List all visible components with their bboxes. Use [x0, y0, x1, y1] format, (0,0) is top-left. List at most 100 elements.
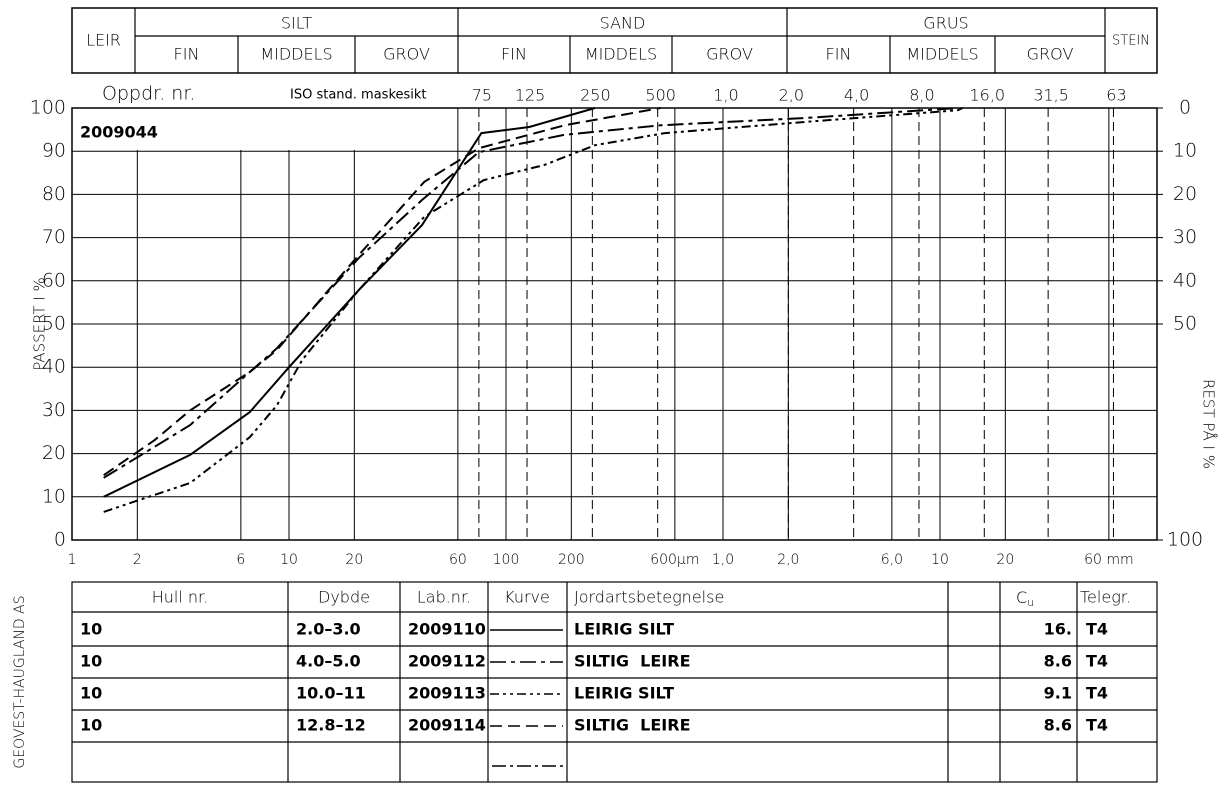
y2-tick-label: 40	[1173, 269, 1197, 291]
telegr-cell: T4	[1086, 716, 1108, 735]
y-tick-label: 30	[42, 399, 66, 421]
fraction-part: GROV	[1027, 45, 1074, 64]
x-tick-label: 600µm	[650, 552, 699, 568]
header-frame	[71, 7, 1158, 74]
fraction-name: STEIN	[1112, 34, 1150, 49]
y-tick-label: 40	[42, 356, 66, 378]
x-tick-label: 6,0	[881, 552, 903, 568]
sieve-tick-label: 63	[1106, 86, 1126, 105]
y-tick-label: 80	[42, 183, 66, 205]
company: GEOVEST-HAUGLAND AS	[12, 595, 28, 768]
x-tick-label: 60 mm	[1084, 552, 1134, 568]
hull-cell: 10	[80, 620, 102, 639]
x-tick-label: 10	[931, 552, 949, 568]
assignment: 2009044	[80, 123, 158, 142]
soil-cell: LEIRIG SILT	[574, 684, 674, 703]
curve	[103, 107, 963, 513]
sieve-tick-label: 250	[580, 86, 611, 105]
plot-frame	[71, 107, 1158, 541]
lab-cell: 2009110	[408, 620, 486, 639]
cu-cell: 8.6	[1044, 716, 1072, 735]
sieve-tick-label: 16,0	[969, 86, 1005, 105]
y2-tick-label: 20	[1173, 183, 1197, 205]
fraction-part: FIN	[174, 45, 200, 64]
cu-cell: 16.	[1044, 620, 1072, 639]
fraction-part: GROV	[706, 45, 753, 64]
column-header: Lab.nr.	[417, 588, 471, 607]
hull-cell: 10	[80, 652, 102, 671]
sieve-tick-label: 2,0	[779, 86, 804, 105]
y2-tick-label: 30	[1173, 226, 1197, 248]
column-header: Kurve	[504, 588, 550, 607]
x-tick-label: 20	[996, 552, 1014, 568]
sieve-tick-label: 4,0	[844, 86, 869, 105]
lab-cell: 2009113	[408, 684, 486, 703]
telegr-cell: T4	[1086, 620, 1108, 639]
x-tick-label: 6	[236, 552, 245, 568]
y2-tick-label: 50	[1173, 313, 1197, 335]
telegr-cell: T4	[1086, 652, 1108, 671]
y2-axis-label: REST PÅ I %	[1200, 379, 1219, 469]
x-tick-label: 60	[449, 552, 467, 568]
fraction-name: SAND	[600, 14, 646, 33]
sieve-label: ISO stand. maskesikt	[290, 88, 427, 103]
fraction-part: MIDDELS	[906, 45, 978, 64]
y-tick-label: 70	[42, 226, 66, 248]
y-tick-label: 50	[42, 313, 66, 335]
assignment-label: Oppdr. nr.	[102, 83, 195, 105]
lab-cell: 2009112	[408, 652, 486, 671]
fraction-part: FIN	[826, 45, 852, 64]
x-tick-label: 1,0	[712, 552, 734, 568]
y-tick-label: 20	[42, 442, 66, 464]
depth-cell: 12.8–12	[296, 716, 366, 735]
x-tick-label: 200	[558, 552, 585, 568]
y2-tick-label: 10	[1173, 140, 1197, 162]
sieve-tick-label: 1,0	[713, 86, 738, 105]
column-header: Jordartsbetegnelse	[574, 588, 724, 607]
sieve-tick-label: 75	[472, 86, 492, 105]
curve	[103, 107, 959, 479]
cu-header: Cu	[1016, 588, 1034, 610]
x-tick-label: 100	[493, 552, 520, 568]
fraction-part: GROV	[383, 45, 430, 64]
cu-subscript: u	[1027, 596, 1034, 609]
y-tick-label: 60	[42, 269, 66, 291]
fraction-name: LEIR	[86, 31, 121, 50]
fraction-part: FIN	[501, 45, 527, 64]
y-tick-label: 0	[54, 529, 66, 551]
soil-cell: LEIRIG SILT	[574, 620, 674, 639]
curve	[103, 107, 596, 498]
depth-cell: 4.0–5.0	[296, 652, 361, 671]
table-grid	[71, 581, 1158, 783]
sieve-tick-label: 31,5	[1033, 86, 1069, 105]
y-tick-label: 100	[30, 97, 66, 119]
lab-cell: 2009114	[408, 716, 486, 735]
telegr-cell: T4	[1086, 684, 1108, 703]
hull-cell: 10	[80, 684, 102, 703]
x-tick-label: 20	[345, 552, 363, 568]
x-tick-label: 2,0	[777, 552, 799, 568]
x-tick-label: 2	[133, 552, 142, 568]
sieve-tick-label: 125	[515, 86, 546, 105]
depth-cell: 10.0–11	[296, 684, 366, 703]
y2-tick-label: 0	[1179, 97, 1191, 119]
fraction-name: SILT	[281, 14, 313, 33]
y-tick-label: 90	[42, 140, 66, 162]
x-tick-label: 10	[280, 552, 298, 568]
hull-cell: 10	[80, 716, 102, 735]
soil-cell: SILTIG LEIRE	[574, 716, 691, 735]
column-header: Hull nr.	[152, 588, 208, 607]
cu-letter: C	[1016, 588, 1027, 607]
x-tick-label: 1	[68, 552, 77, 568]
y-tick-label: 10	[42, 485, 66, 507]
fraction-part: MIDDELS	[585, 45, 657, 64]
telegr-header: Telegr.	[1080, 588, 1131, 607]
depth-cell: 2.0–3.0	[296, 620, 361, 639]
sieve-tick-label: 8,0	[909, 86, 934, 105]
y-axis-label: PASSERT I %	[31, 277, 49, 371]
fraction-name: GRUS	[923, 14, 968, 33]
y2-tick-label: 100	[1167, 529, 1203, 551]
fraction-part: MIDDELS	[260, 45, 332, 64]
sieve-tick-label: 500	[645, 86, 676, 105]
